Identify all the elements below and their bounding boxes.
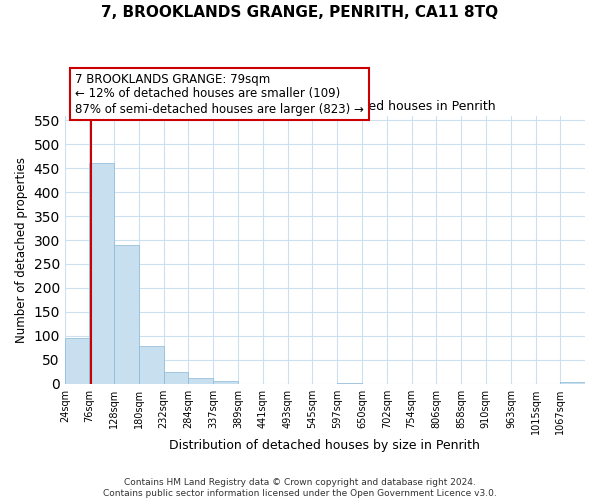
Bar — [188, 378, 214, 384]
Text: Contains HM Land Registry data © Crown copyright and database right 2024.
Contai: Contains HM Land Registry data © Crown c… — [103, 478, 497, 498]
Bar — [164, 372, 188, 384]
Text: 7, BROOKLANDS GRANGE, PENRITH, CA11 8TQ: 7, BROOKLANDS GRANGE, PENRITH, CA11 8TQ — [101, 5, 499, 20]
Bar — [337, 383, 362, 384]
Title: Size of property relative to detached houses in Penrith: Size of property relative to detached ho… — [154, 100, 496, 113]
Bar — [65, 338, 89, 384]
Bar — [89, 164, 114, 384]
Bar — [139, 346, 164, 384]
Text: 7 BROOKLANDS GRANGE: 79sqm
← 12% of detached houses are smaller (109)
87% of sem: 7 BROOKLANDS GRANGE: 79sqm ← 12% of deta… — [75, 72, 364, 116]
Bar — [114, 245, 139, 384]
X-axis label: Distribution of detached houses by size in Penrith: Distribution of detached houses by size … — [169, 440, 481, 452]
Bar — [560, 382, 585, 384]
Y-axis label: Number of detached properties: Number of detached properties — [15, 156, 28, 342]
Bar — [214, 382, 238, 384]
